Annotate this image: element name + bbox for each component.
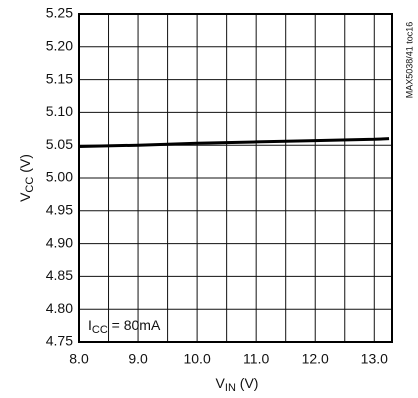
annotation-sub: CC xyxy=(92,324,108,336)
side-note: MAX5038/41 toc16 xyxy=(404,22,414,99)
y-tick-label: 5.00 xyxy=(46,169,73,185)
y-tick-label: 4.75 xyxy=(46,333,73,349)
annotation: ICC = 80mA xyxy=(88,317,161,336)
x-tick-label: 11.0 xyxy=(243,351,269,367)
plot-frame xyxy=(78,13,393,343)
y-tick-label: 5.25 xyxy=(46,5,73,21)
y-tick-label: 4.80 xyxy=(46,300,73,316)
y-tick-label: 4.90 xyxy=(46,234,73,250)
y-tick-label: 5.15 xyxy=(46,70,73,86)
y-tick-label: 5.10 xyxy=(46,103,73,119)
y-title-tail: (V) xyxy=(17,154,33,177)
x-title-tail: (V) xyxy=(236,375,259,391)
y-tick-label: 5.05 xyxy=(46,136,73,152)
y-axis-title: VCC (V) xyxy=(17,154,36,202)
x-tick-label: 10.0 xyxy=(183,351,210,367)
x-tick-label: 8.0 xyxy=(69,351,89,367)
x-tick-label: 13.0 xyxy=(361,351,388,367)
y-tick-label: 5.20 xyxy=(46,38,73,54)
x-tick-label: 12.0 xyxy=(302,351,329,367)
annotation-main: I xyxy=(88,317,92,333)
y-tick-label: 4.95 xyxy=(46,202,73,218)
y-title-sub: CC xyxy=(24,177,36,193)
data-line xyxy=(78,137,390,149)
y-tick-label: 4.85 xyxy=(46,267,73,283)
x-title-main: V xyxy=(216,375,226,391)
x-tick-label: 9.0 xyxy=(128,351,148,367)
annotation-tail: = 80mA xyxy=(108,317,161,333)
x-title-sub: IN xyxy=(225,382,236,394)
y-title-main: V xyxy=(17,192,33,202)
x-axis-title: VIN (V) xyxy=(216,375,259,394)
annotation-background xyxy=(85,315,164,337)
